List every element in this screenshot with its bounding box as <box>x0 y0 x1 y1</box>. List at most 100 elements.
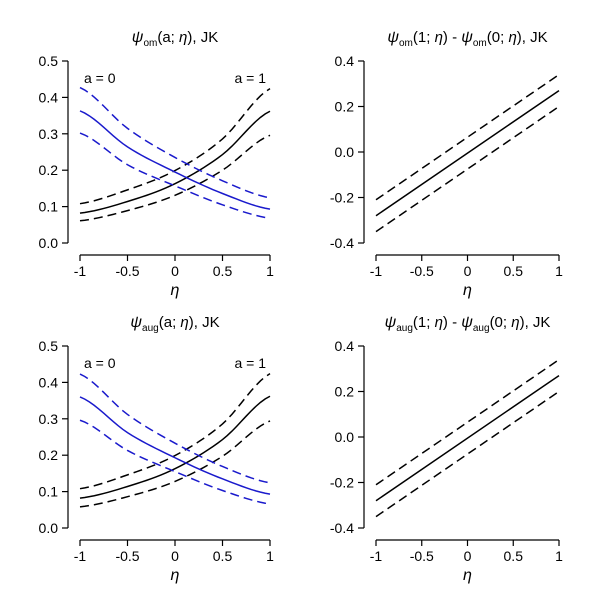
series-line-a-1-estimate <box>79 395 271 499</box>
title-symbol: ψ <box>130 314 142 331</box>
series-line-difference-upper <box>375 74 560 201</box>
title-args-2: (0; <box>490 314 512 331</box>
x-axis-label: η <box>463 567 472 584</box>
y-tick-label: 0.1 <box>39 199 59 215</box>
x-tick-label: -1 <box>370 548 383 564</box>
title-args: (a; <box>157 29 179 46</box>
title-subscript-2: om <box>473 38 487 49</box>
y-tick-label: 0.5 <box>39 338 59 354</box>
y-tick-label: 0.2 <box>39 447 59 463</box>
title-symbol-2: ψ <box>461 314 473 331</box>
title-eta-2: η <box>508 29 516 46</box>
y-tick-label: 0.2 <box>39 162 59 178</box>
title-symbol: ψ <box>132 29 144 46</box>
y-tick-label: 0.0 <box>39 235 59 251</box>
title-args: (1; <box>413 29 435 46</box>
x-tick-label: -0.5 <box>115 548 139 564</box>
title-args: (a; <box>159 314 181 331</box>
series-line-difference-upper <box>375 359 560 486</box>
series-line-a-0-upper <box>79 86 271 199</box>
title-eta-2: η <box>511 314 519 331</box>
y-tick-label: 0.0 <box>335 144 355 160</box>
x-tick-label: 0.5 <box>504 548 524 564</box>
x-tick-label: 0 <box>464 263 472 279</box>
x-tick-label: -0.5 <box>410 263 434 279</box>
annotation-label: a = 1 <box>234 355 266 371</box>
x-tick-label: 0.5 <box>504 263 524 279</box>
title-subscript: aug <box>396 323 413 334</box>
title-subscript: om <box>143 38 157 49</box>
title-tail: ), JK <box>187 29 218 46</box>
x-tick-label: 0 <box>171 548 179 564</box>
y-tick-label: 0.5 <box>39 53 59 69</box>
chart-title: ψaug(a; η), JK <box>130 314 219 334</box>
title-args: (1; <box>413 314 435 331</box>
title-subscript: aug <box>142 323 159 334</box>
y-tick-label: 0.4 <box>39 89 59 105</box>
chart-panel-2: ψom(1; η) - ψom(0; η), JK -0.4 -0.2 0.0 0.2 0… <box>330 29 563 299</box>
chart-title: ψaug(1; η) - ψaug(0; η), JK <box>385 314 551 334</box>
title-subscript-2: aug <box>473 323 490 334</box>
title-tail: ), JK <box>517 29 548 46</box>
chart-panel-1: ψom(a; η), JK0.00.10.20.30.40.5-1 -0.5 0 0.… <box>39 29 275 299</box>
series-line-a-1-upper <box>79 88 271 205</box>
title-symbol: ψ <box>385 314 397 331</box>
title-tail: ), JK <box>520 314 551 331</box>
x-tick-label: 0.5 <box>213 263 233 279</box>
title-symbol: ψ <box>387 29 399 46</box>
annotation-label: a = 0 <box>84 70 116 86</box>
y-tick-label: -0.4 <box>330 235 354 251</box>
series-line-a-1-lower <box>79 134 271 222</box>
x-axis-label: η <box>171 567 180 584</box>
y-tick-label: 0.4 <box>335 338 355 354</box>
chart-panel-4: ψaug(1; η) - ψaug(0; η), JK-0.4-0.20.00.… <box>330 314 563 584</box>
title-tail: ), JK <box>189 314 220 331</box>
y-tick-label: -0.2 <box>330 475 354 491</box>
series-line-a-1-upper <box>79 373 271 490</box>
y-tick-label: 0.0 <box>335 429 355 445</box>
series-line-a-1-lower <box>79 420 271 508</box>
y-tick-label: 0.0 <box>39 520 59 536</box>
series-line-a-0-estimate <box>79 396 271 495</box>
x-axis-label: η <box>171 282 180 299</box>
y-tick-label: 0.1 <box>39 484 59 500</box>
title-symbol-2: ψ <box>461 29 473 46</box>
x-axis-label: η <box>463 282 472 299</box>
series-line-difference-lower <box>375 390 560 518</box>
y-tick-label: 0.3 <box>39 126 59 142</box>
series-line-a-1-estimate <box>79 110 271 214</box>
chart-title: ψom(a; η), JK <box>132 29 218 49</box>
series-line-difference-lower <box>375 105 560 233</box>
title-eta: η <box>435 29 443 46</box>
x-tick-label: 1 <box>266 548 274 564</box>
series-line-difference-estimate <box>375 374 560 502</box>
series-line-a-0-estimate <box>79 110 271 210</box>
annotation-label: a = 0 <box>84 355 116 371</box>
title-minus: ) - <box>443 314 461 331</box>
x-tick-label: -0.5 <box>115 263 139 279</box>
chart-panel-3: ψaug(a; η), JK0.00.10.20.30.40.5-1 -0.5 0 0… <box>39 314 275 584</box>
title-args-2: (0; <box>487 29 509 46</box>
title-eta: η <box>180 314 188 331</box>
y-tick-label: 0.3 <box>39 411 59 427</box>
y-tick-label: 0.2 <box>335 384 355 400</box>
x-tick-label: 0 <box>171 263 179 279</box>
x-tick-label: -1 <box>370 263 383 279</box>
x-tick-label: 1 <box>555 263 563 279</box>
y-tick-label: 0.2 <box>335 99 355 115</box>
x-tick-label: -0.5 <box>410 548 434 564</box>
title-eta: η <box>435 314 443 331</box>
y-tick-label: -0.2 <box>330 190 354 206</box>
title-subscript: om <box>399 38 413 49</box>
series-line-difference-estimate <box>375 89 560 217</box>
chart-title: ψom(1; η) - ψom(0; η), JK <box>387 29 547 49</box>
y-tick-label: -0.4 <box>330 520 354 536</box>
x-tick-label: -1 <box>74 548 87 564</box>
series-line-a-0-upper <box>79 373 271 484</box>
y-tick-label: 0.4 <box>39 374 59 390</box>
title-eta: η <box>179 29 187 46</box>
annotation-label: a = 1 <box>234 70 266 86</box>
series-line-a-0-lower <box>79 132 271 219</box>
series-line-a-0-lower <box>79 419 271 505</box>
